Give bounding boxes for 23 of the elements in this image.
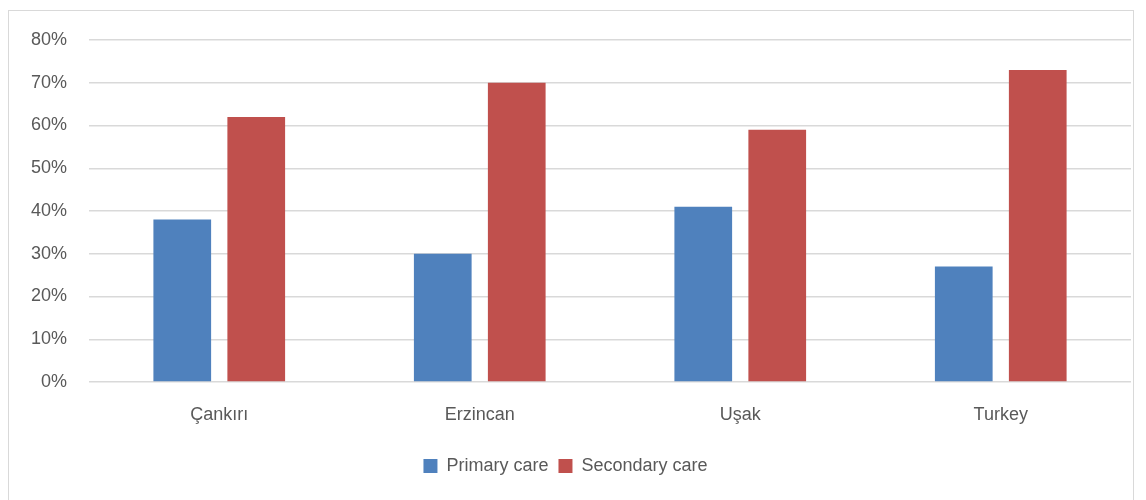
bar [227, 116, 286, 382]
bar [674, 206, 733, 382]
y-tick-label: 60% [30, 114, 67, 135]
y-tick-label: 0% [40, 370, 67, 391]
bar [748, 129, 807, 382]
y-tick-label: 10% [30, 328, 67, 349]
y-tick-label: 80% [30, 28, 67, 49]
bar [153, 219, 212, 382]
x-tick-label: Erzincan [444, 403, 515, 424]
x-tick-label: Uşak [719, 403, 762, 424]
legend-label: Primary care [446, 454, 549, 475]
bar [1008, 69, 1067, 382]
y-tick-label: 20% [30, 285, 67, 306]
y-tick-label: 50% [30, 157, 67, 178]
bar [934, 266, 993, 382]
legend-label: Secondary care [581, 454, 708, 475]
bar [487, 82, 546, 382]
y-tick-label: 70% [30, 71, 67, 92]
y-tick-label: 40% [30, 199, 67, 220]
y-tick-label: 30% [30, 242, 67, 263]
bar [413, 253, 472, 382]
x-tick-label: Turkey [973, 403, 1028, 424]
x-tick-label: Çankırı [190, 403, 249, 424]
